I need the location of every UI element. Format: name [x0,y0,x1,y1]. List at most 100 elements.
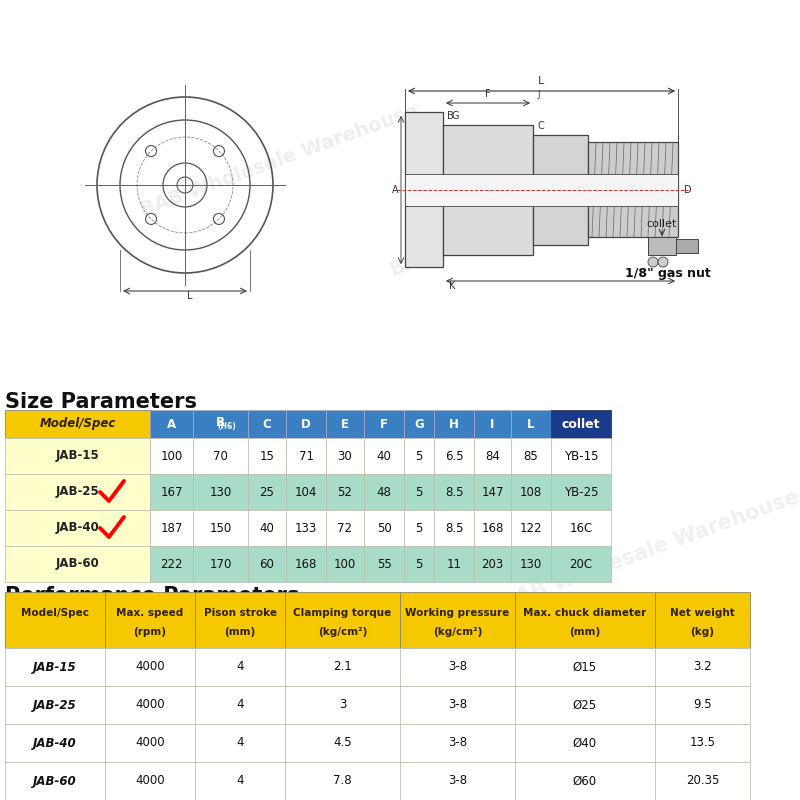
Text: G: G [414,418,424,430]
Bar [404,474,434,510]
Text: 40: 40 [377,450,391,462]
Bar [404,510,434,546]
Text: 3-8: 3-8 [448,774,467,787]
Text: 1/8" gas nut: 1/8" gas nut [625,267,711,280]
Text: C: C [537,121,544,131]
Bar [105,762,195,800]
Text: BAB Wholesale Warehouse: BAB Wholesale Warehouse [138,101,422,219]
Bar [286,474,326,510]
Bar [195,762,285,800]
Bar [285,724,400,762]
Text: 40: 40 [259,522,274,534]
Bar [150,438,193,474]
Text: (H6): (H6) [217,422,236,431]
Bar [193,410,248,438]
Bar [5,686,105,724]
Bar [364,510,404,546]
Bar [193,546,248,582]
Text: JAB-15: JAB-15 [33,661,77,674]
Bar [405,112,443,267]
Text: 168: 168 [295,558,317,570]
Bar [434,474,474,510]
Bar [551,546,611,582]
Text: 3-8: 3-8 [448,698,467,711]
Text: 20.35: 20.35 [686,774,719,787]
Bar [5,592,105,648]
Bar [326,438,364,474]
Bar [195,592,285,648]
Text: Net weight: Net weight [670,608,735,618]
Text: JAB-40: JAB-40 [56,522,99,534]
Bar [511,438,551,474]
Text: 8.5: 8.5 [445,486,463,498]
Text: 72: 72 [338,522,353,534]
Text: JAB-40: JAB-40 [33,737,77,750]
Bar [195,724,285,762]
Text: K: K [449,281,455,291]
Text: Ø40: Ø40 [573,737,597,750]
Text: 4: 4 [236,698,244,711]
Text: BAB Wholesale Warehouse: BAB Wholesale Warehouse [138,423,462,557]
Bar [5,474,150,510]
Bar [286,410,326,438]
Bar [400,592,515,648]
Text: 16C: 16C [570,522,593,534]
Bar [105,686,195,724]
Bar [474,438,511,474]
Bar [655,686,750,724]
Bar [511,510,551,546]
Text: 5: 5 [415,558,422,570]
Bar [551,510,611,546]
Text: BAB Wholesale Warehouse: BAB Wholesale Warehouse [189,623,511,757]
Bar [150,474,193,510]
Bar [434,546,474,582]
Text: L: L [538,76,544,86]
Text: 167: 167 [160,486,182,498]
Bar [474,546,511,582]
Bar [364,410,404,438]
Bar [285,762,400,800]
Text: 4.5: 4.5 [333,737,352,750]
Bar [400,648,515,686]
Bar [5,648,105,686]
Text: 147: 147 [482,486,504,498]
Bar [474,410,511,438]
Text: 108: 108 [520,486,542,498]
Text: Ø15: Ø15 [573,661,597,674]
Bar [286,546,326,582]
Bar [326,546,364,582]
Text: collet: collet [647,219,677,229]
Bar [5,410,150,438]
Text: 71: 71 [298,450,314,462]
Text: 133: 133 [295,522,317,534]
Bar [326,410,364,438]
Bar [474,474,511,510]
Text: B: B [216,415,225,429]
Text: B: B [447,111,454,121]
Text: 50: 50 [377,522,391,534]
Bar [511,410,551,438]
Text: 130: 130 [520,558,542,570]
Text: 104: 104 [295,486,317,498]
Text: 187: 187 [160,522,182,534]
Bar [404,410,434,438]
Text: D: D [301,418,311,430]
Text: 84: 84 [485,450,500,462]
Bar [105,648,195,686]
Bar [195,686,285,724]
Bar [511,546,551,582]
Text: JAB-60: JAB-60 [56,558,99,570]
Text: YB-25: YB-25 [564,486,598,498]
Bar [248,438,286,474]
Bar [364,546,404,582]
Bar [515,648,655,686]
Bar [474,510,511,546]
Text: 25: 25 [259,486,274,498]
Bar [364,474,404,510]
Text: 5: 5 [415,522,422,534]
Bar [105,724,195,762]
Bar [150,410,193,438]
Bar [404,438,434,474]
Text: (mm): (mm) [570,627,601,638]
Text: A: A [167,418,176,430]
